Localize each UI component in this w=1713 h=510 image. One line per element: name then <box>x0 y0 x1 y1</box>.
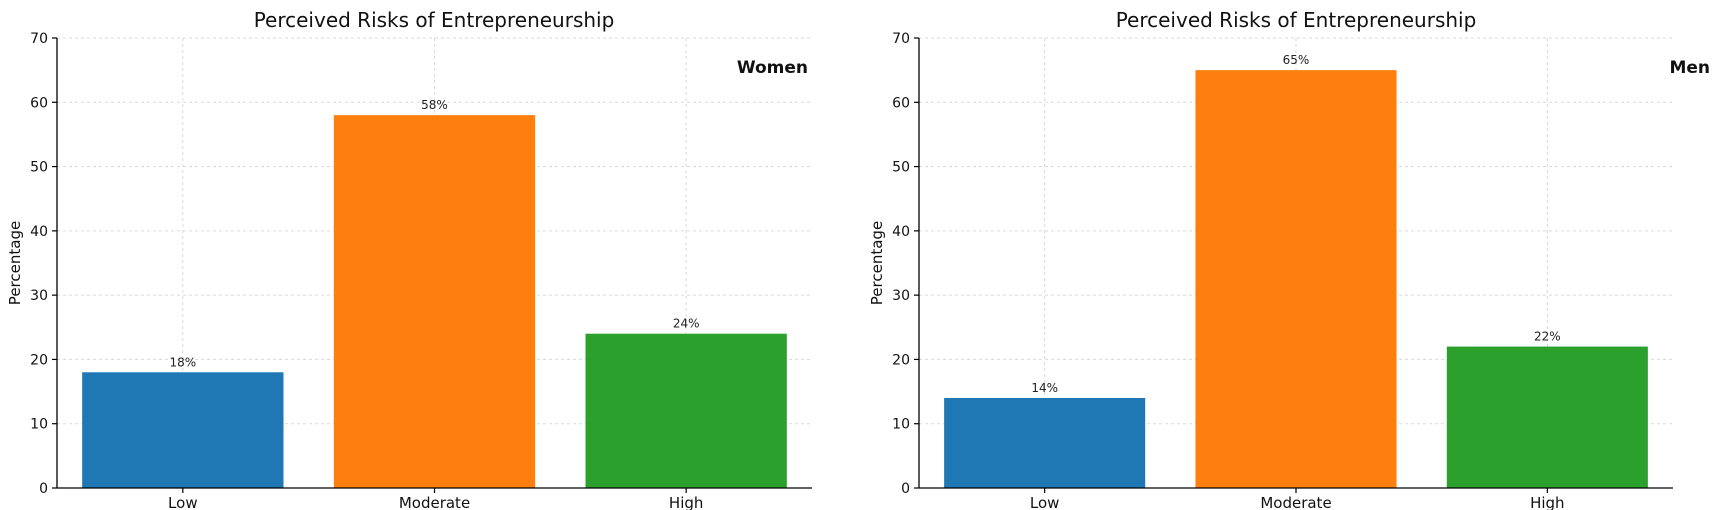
women-chart-panel: 18% 58% 24% 0 10 20 30 40 50 60 70 Low Moderate High P… <box>6 8 812 510</box>
bar-moderate <box>333 115 536 489</box>
y-axis-label: Percentage <box>6 221 24 305</box>
y-tick-label: 10 <box>30 417 48 433</box>
y-tick-label: 0 <box>901 481 910 497</box>
men-chart-panel: 14% 65% 22% 0 10 20 30 40 50 60 70 Low Moderate High P… <box>868 8 1710 510</box>
data-label: 58% <box>421 98 448 112</box>
x-tick-label: Low <box>1030 494 1060 510</box>
x-tick-label: High <box>1530 494 1564 510</box>
data-label: 18% <box>169 355 196 369</box>
y-tick-label: 20 <box>892 352 910 368</box>
bar-low <box>82 372 284 488</box>
x-tick-label: Moderate <box>1260 494 1331 510</box>
data-label: 14% <box>1031 381 1058 395</box>
y-tick-label: 50 <box>30 160 48 176</box>
data-label: 24% <box>673 317 700 331</box>
y-tick-label: 20 <box>30 352 48 368</box>
x-tick-label: High <box>669 494 703 510</box>
x-tick-label: Low <box>168 494 198 510</box>
bar-low <box>944 398 1146 488</box>
y-tick-label: 40 <box>892 224 910 240</box>
data-label: 65% <box>1283 53 1310 67</box>
y-tick-label: 70 <box>892 31 910 47</box>
y-tick-label: 50 <box>892 160 910 176</box>
chart-title: Perceived Risks of Entrepreneurship <box>254 8 615 32</box>
y-axis-label: Percentage <box>868 221 886 305</box>
bar-moderate <box>1195 70 1397 489</box>
group-annotation: Men <box>1669 58 1710 78</box>
bar-high <box>585 333 787 488</box>
group-annotation: Women <box>737 58 808 78</box>
y-tick-label: 10 <box>892 417 910 433</box>
x-tick-label: Moderate <box>399 494 470 510</box>
y-tick-label: 30 <box>30 288 48 304</box>
chart-title: Perceived Risks of Entrepreneurship <box>1116 8 1477 32</box>
y-tick-label: 0 <box>39 481 48 497</box>
y-tick-label: 40 <box>30 224 48 240</box>
y-tick-label: 30 <box>892 288 910 304</box>
data-label: 22% <box>1534 330 1561 344</box>
y-tick-label: 70 <box>30 31 48 47</box>
y-tick-label: 60 <box>892 95 910 111</box>
bar-high <box>1446 346 1648 488</box>
y-tick-label: 60 <box>30 95 48 111</box>
